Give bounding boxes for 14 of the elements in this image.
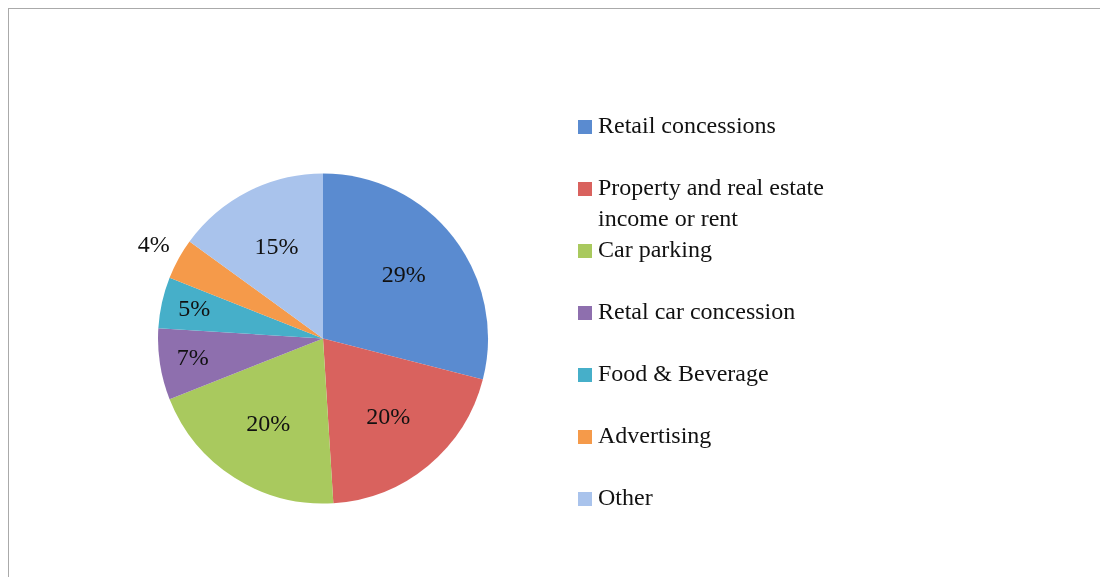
data-label: 5%: [178, 295, 211, 321]
legend-label: Food & Beverage: [598, 359, 769, 388]
data-label: 15%: [254, 232, 299, 259]
legend-label: Retail concessions: [598, 111, 776, 140]
data-label: 4%: [137, 230, 170, 257]
legend-label: Property and real estate income or rent: [598, 173, 825, 233]
legend-label: Other: [598, 483, 653, 512]
legend-label: Retal car concession: [598, 297, 796, 326]
data-label: 20%: [246, 410, 291, 437]
legend-label: Advertising: [598, 421, 712, 450]
data-label: 29%: [381, 261, 426, 288]
data-label: 20%: [366, 402, 411, 429]
data-label: 7%: [176, 344, 209, 371]
legend-label: Car parking: [598, 235, 712, 264]
